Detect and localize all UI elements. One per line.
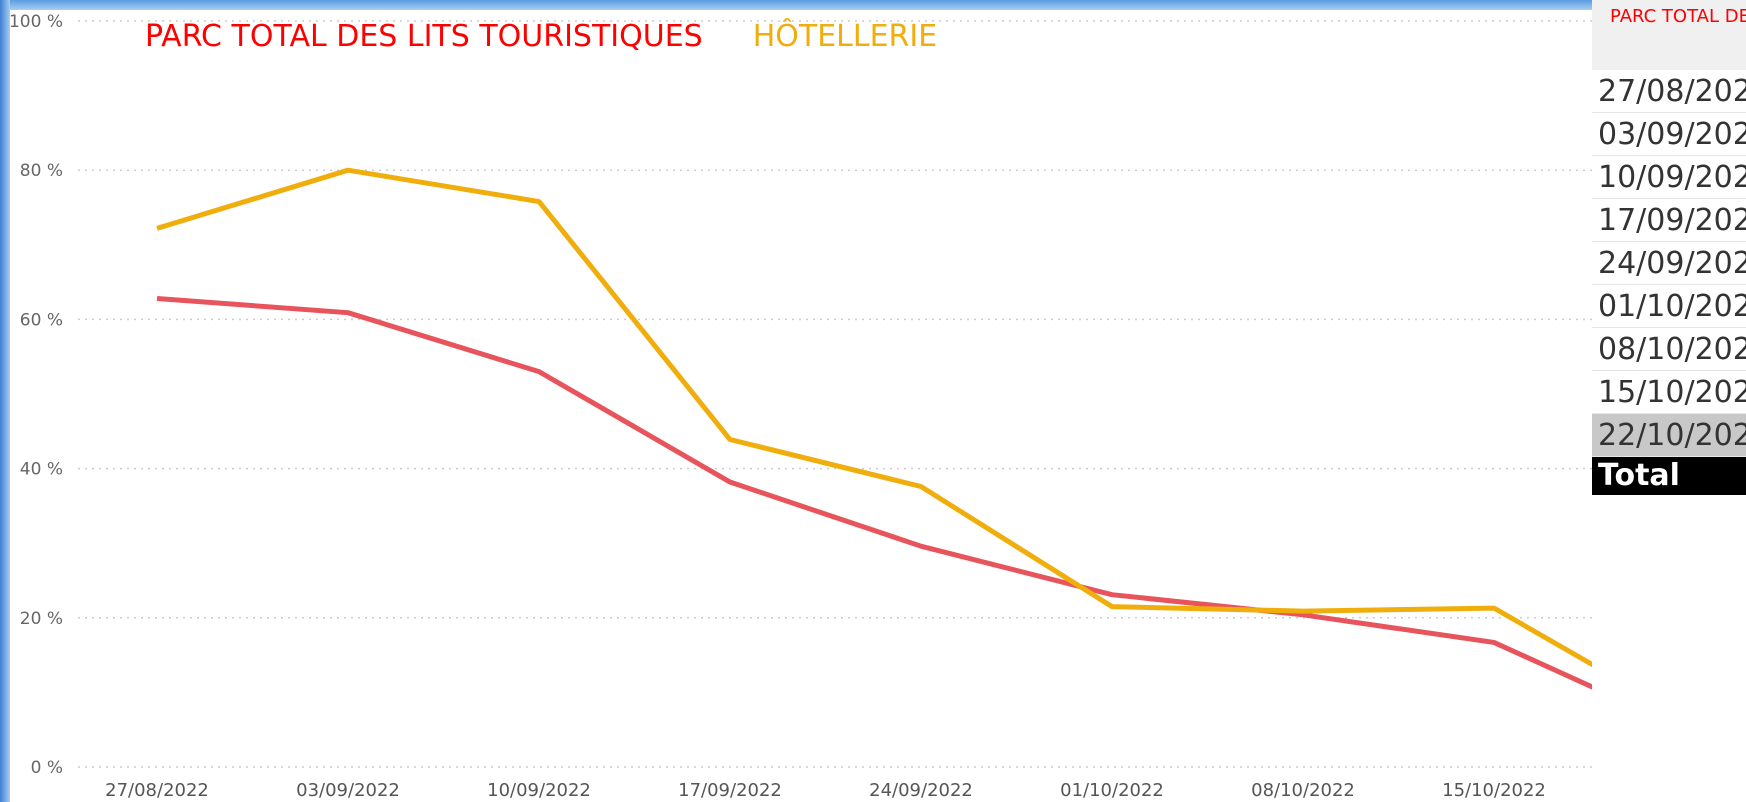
x-tick-label: 27/08/2022 xyxy=(105,780,209,801)
table-row: 27/08/2022 xyxy=(1592,70,1746,113)
table-row: 01/10/2022 xyxy=(1592,285,1746,328)
table: PARC TOTAL DES LITS TOURISTIQUES 27/08/2… xyxy=(1592,0,1746,802)
x-tick-label: 01/10/2022 xyxy=(1060,780,1164,801)
y-tick-label: 0 % xyxy=(31,758,63,778)
y-tick-label: 100 % xyxy=(9,12,63,32)
window-frame xyxy=(0,0,1746,10)
table-row: 08/10/2022 xyxy=(1592,328,1746,371)
table-row: 10/09/2022 xyxy=(1592,156,1746,199)
x-tick-label: 03/09/2022 xyxy=(296,780,400,801)
y-tick-label: 20 % xyxy=(20,609,63,629)
series-line xyxy=(156,296,1592,690)
table-row: 17/09/2022 xyxy=(1592,199,1746,242)
table-total: Total xyxy=(1592,457,1746,495)
x-tick-label: 17/09/2022 xyxy=(678,780,782,801)
window-frame xyxy=(0,0,10,802)
y-tick-label: 40 % xyxy=(20,460,63,480)
x-tick-label: 24/09/2022 xyxy=(869,780,973,801)
table-row: 22/10/2022 xyxy=(1592,414,1746,457)
table-row: 15/10/2022 xyxy=(1592,371,1746,414)
table-row: 24/09/2022 xyxy=(1592,242,1746,285)
legend-entry: HÔTELLERIE xyxy=(753,17,937,54)
table-row: 03/09/2022 xyxy=(1592,113,1746,156)
x-tick-label: 10/09/2022 xyxy=(487,780,591,801)
x-tick-label: 15/10/2022 xyxy=(1442,780,1546,801)
series-line xyxy=(156,167,1592,668)
table-header: PARC TOTAL DES LITS TOURISTIQUES xyxy=(1592,0,1746,70)
x-tick-label: 08/10/2022 xyxy=(1251,780,1355,801)
y-tick-label: 80 % xyxy=(20,161,63,181)
chart: 0 % 20 % 40 % 60 % 80 % 100 % 27/08/2022 03/09/… xyxy=(9,12,1592,801)
y-tick-label: 60 % xyxy=(20,310,63,330)
legend-entry: PARC TOTAL DES LITS TOURISTIQUES xyxy=(145,19,703,54)
